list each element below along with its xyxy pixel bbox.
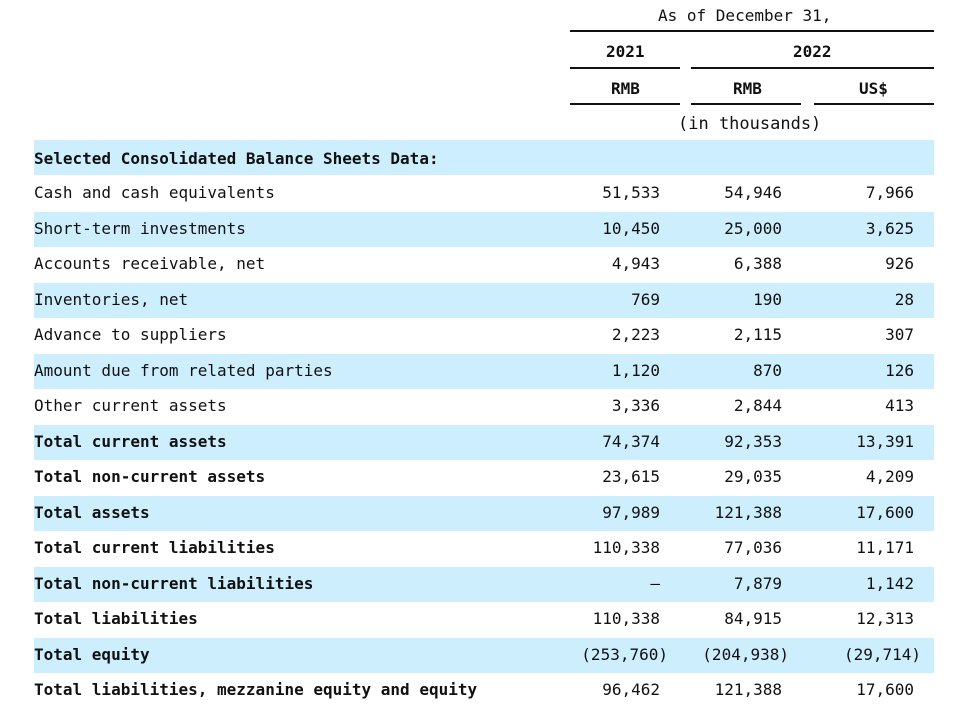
value-2022-usd: 4,209 (865, 467, 914, 486)
table-row: Amount due from related parties 1,120 870 1… (34, 353, 934, 389)
table-row: Total non-current assets 23,615 29,035 4,20… (34, 460, 934, 495)
row-label: Total assets (34, 502, 150, 522)
row-label: Short-term investments (34, 218, 246, 238)
row-label: Total liabilities, mezzanine equity and … (34, 680, 478, 699)
row-label: Total liabilities (34, 609, 198, 628)
table-row: Total current liabilities 110,338 77,036 11… (34, 531, 934, 566)
row-label: Cash and cash equivalents (34, 183, 275, 202)
value-2021-rmb: 10,450 (602, 218, 660, 238)
currency-rmb-2022-header: RMB (733, 79, 762, 98)
row-label: Total current liabilities (34, 538, 275, 557)
value-2022-rmb: 121,388 (714, 680, 782, 699)
row-label: Advance to suppliers (34, 325, 227, 344)
value-2022-usd: 126 (885, 360, 914, 380)
table-row: Total current assets 74,374 92,353 13,391 (34, 424, 934, 460)
table-row: Accounts receivable, net 4,943 6,388 926 (34, 247, 934, 282)
table-row: Cash and cash equivalents 51,533 54,946 7,9… (34, 176, 934, 211)
row-label: Total non-current assets (34, 467, 266, 486)
value-2021-rmb: (253,760) (581, 644, 668, 664)
value-2021-rmb: 110,338 (592, 609, 660, 628)
value-2022-rmb: 121,388 (714, 502, 782, 522)
row-label: Total equity (34, 644, 150, 664)
as-of-rule (570, 30, 934, 32)
value-2022-usd: 28 (894, 289, 914, 309)
year-2022-header: 2022 (793, 42, 832, 61)
section-title-row: Selected Consolidated Balance Sheets Dat… (34, 140, 934, 175)
value-2021-rmb: — (650, 573, 660, 593)
value-2022-rmb: 7,879 (733, 573, 782, 593)
row-label: Total current assets (34, 431, 227, 451)
value-2021-rmb: 1,120 (611, 360, 660, 380)
row-label: Inventories, net (34, 289, 189, 309)
value-2022-usd: 12,313 (856, 609, 914, 628)
unit-note: (in thousands) (678, 114, 822, 134)
year-2021-header: 2021 (606, 42, 645, 61)
value-2021-rmb: 97,989 (602, 502, 660, 522)
value-2022-usd: 413 (885, 396, 914, 415)
currency-rmb-2021-header: RMB (611, 79, 640, 98)
value-2021-rmb: 769 (631, 289, 660, 309)
as-of-header: As of December 31, (658, 6, 832, 25)
year-2021-rule (570, 67, 680, 69)
currency-rmb-2022-rule (691, 103, 801, 105)
table-row: Total liabilities 110,338 84,915 12,313 (34, 602, 934, 637)
value-2022-rmb: 2,115 (733, 325, 782, 344)
value-2022-rmb: 92,353 (724, 431, 782, 451)
value-2021-rmb: 3,336 (611, 396, 660, 415)
currency-usd-2022-rule (814, 103, 934, 105)
section-title: Selected Consolidated Balance Sheets Dat… (34, 149, 439, 168)
table-row: Other current assets 3,336 2,844 413 (34, 389, 934, 424)
value-2021-rmb: 4,943 (611, 254, 660, 273)
row-label: Other current assets (34, 396, 227, 415)
value-2021-rmb: 96,462 (602, 680, 660, 699)
value-2021-rmb: 51,533 (602, 183, 660, 202)
value-2022-rmb: 29,035 (724, 467, 782, 486)
value-2022-rmb: 25,000 (724, 218, 782, 238)
value-2022-usd: 17,600 (856, 680, 914, 699)
currency-usd-2022-header: US$ (859, 79, 888, 98)
value-2022-usd: 926 (885, 254, 914, 273)
value-2022-usd: 3,625 (865, 218, 914, 238)
value-2021-rmb: 110,338 (592, 538, 660, 557)
value-2022-usd: 17,600 (856, 502, 914, 522)
value-2022-usd: 1,142 (865, 573, 914, 593)
table-row: Inventories, net 769 190 28 (34, 282, 934, 318)
value-2022-usd: 11,171 (856, 538, 914, 557)
value-2022-usd: (29,714) (843, 644, 921, 664)
value-2022-rmb: 6,388 (733, 254, 782, 273)
table-row: Total assets 97,989 121,388 17,600 (34, 495, 934, 531)
value-2022-usd: 307 (885, 325, 914, 344)
value-2022-rmb: 190 (753, 289, 782, 309)
value-2022-rmb: 2,844 (733, 396, 782, 415)
table-row: Total non-current liabilities — 7,879 1,142 (34, 566, 934, 602)
value-2022-rmb: 84,915 (724, 609, 782, 628)
table-row: Total liabilities, mezzanine equity and … (34, 673, 934, 708)
table-row: Short-term investments 10,450 25,000 3,625 (34, 211, 934, 247)
value-2021-rmb: 2,223 (611, 325, 660, 344)
currency-rmb-2021-rule (570, 103, 680, 105)
value-2022-rmb: 54,946 (724, 183, 782, 202)
year-2022-rule (691, 67, 934, 69)
value-2022-rmb: 77,036 (724, 538, 782, 557)
row-label: Accounts receivable, net (34, 254, 266, 273)
value-2022-rmb: (204,938) (702, 644, 789, 664)
row-label: Amount due from related parties (34, 360, 333, 380)
value-2021-rmb: 74,374 (602, 431, 660, 451)
table-row: Advance to suppliers 2,223 2,115 307 (34, 318, 934, 353)
value-2022-usd: 13,391 (856, 431, 914, 451)
table-row: Total equity (253,760) (204,938) (29,714) (34, 637, 934, 673)
row-label: Total non-current liabilities (34, 573, 314, 593)
value-2022-usd: 7,966 (865, 183, 914, 202)
value-2021-rmb: 23,615 (602, 467, 660, 486)
value-2022-rmb: 870 (753, 360, 782, 380)
